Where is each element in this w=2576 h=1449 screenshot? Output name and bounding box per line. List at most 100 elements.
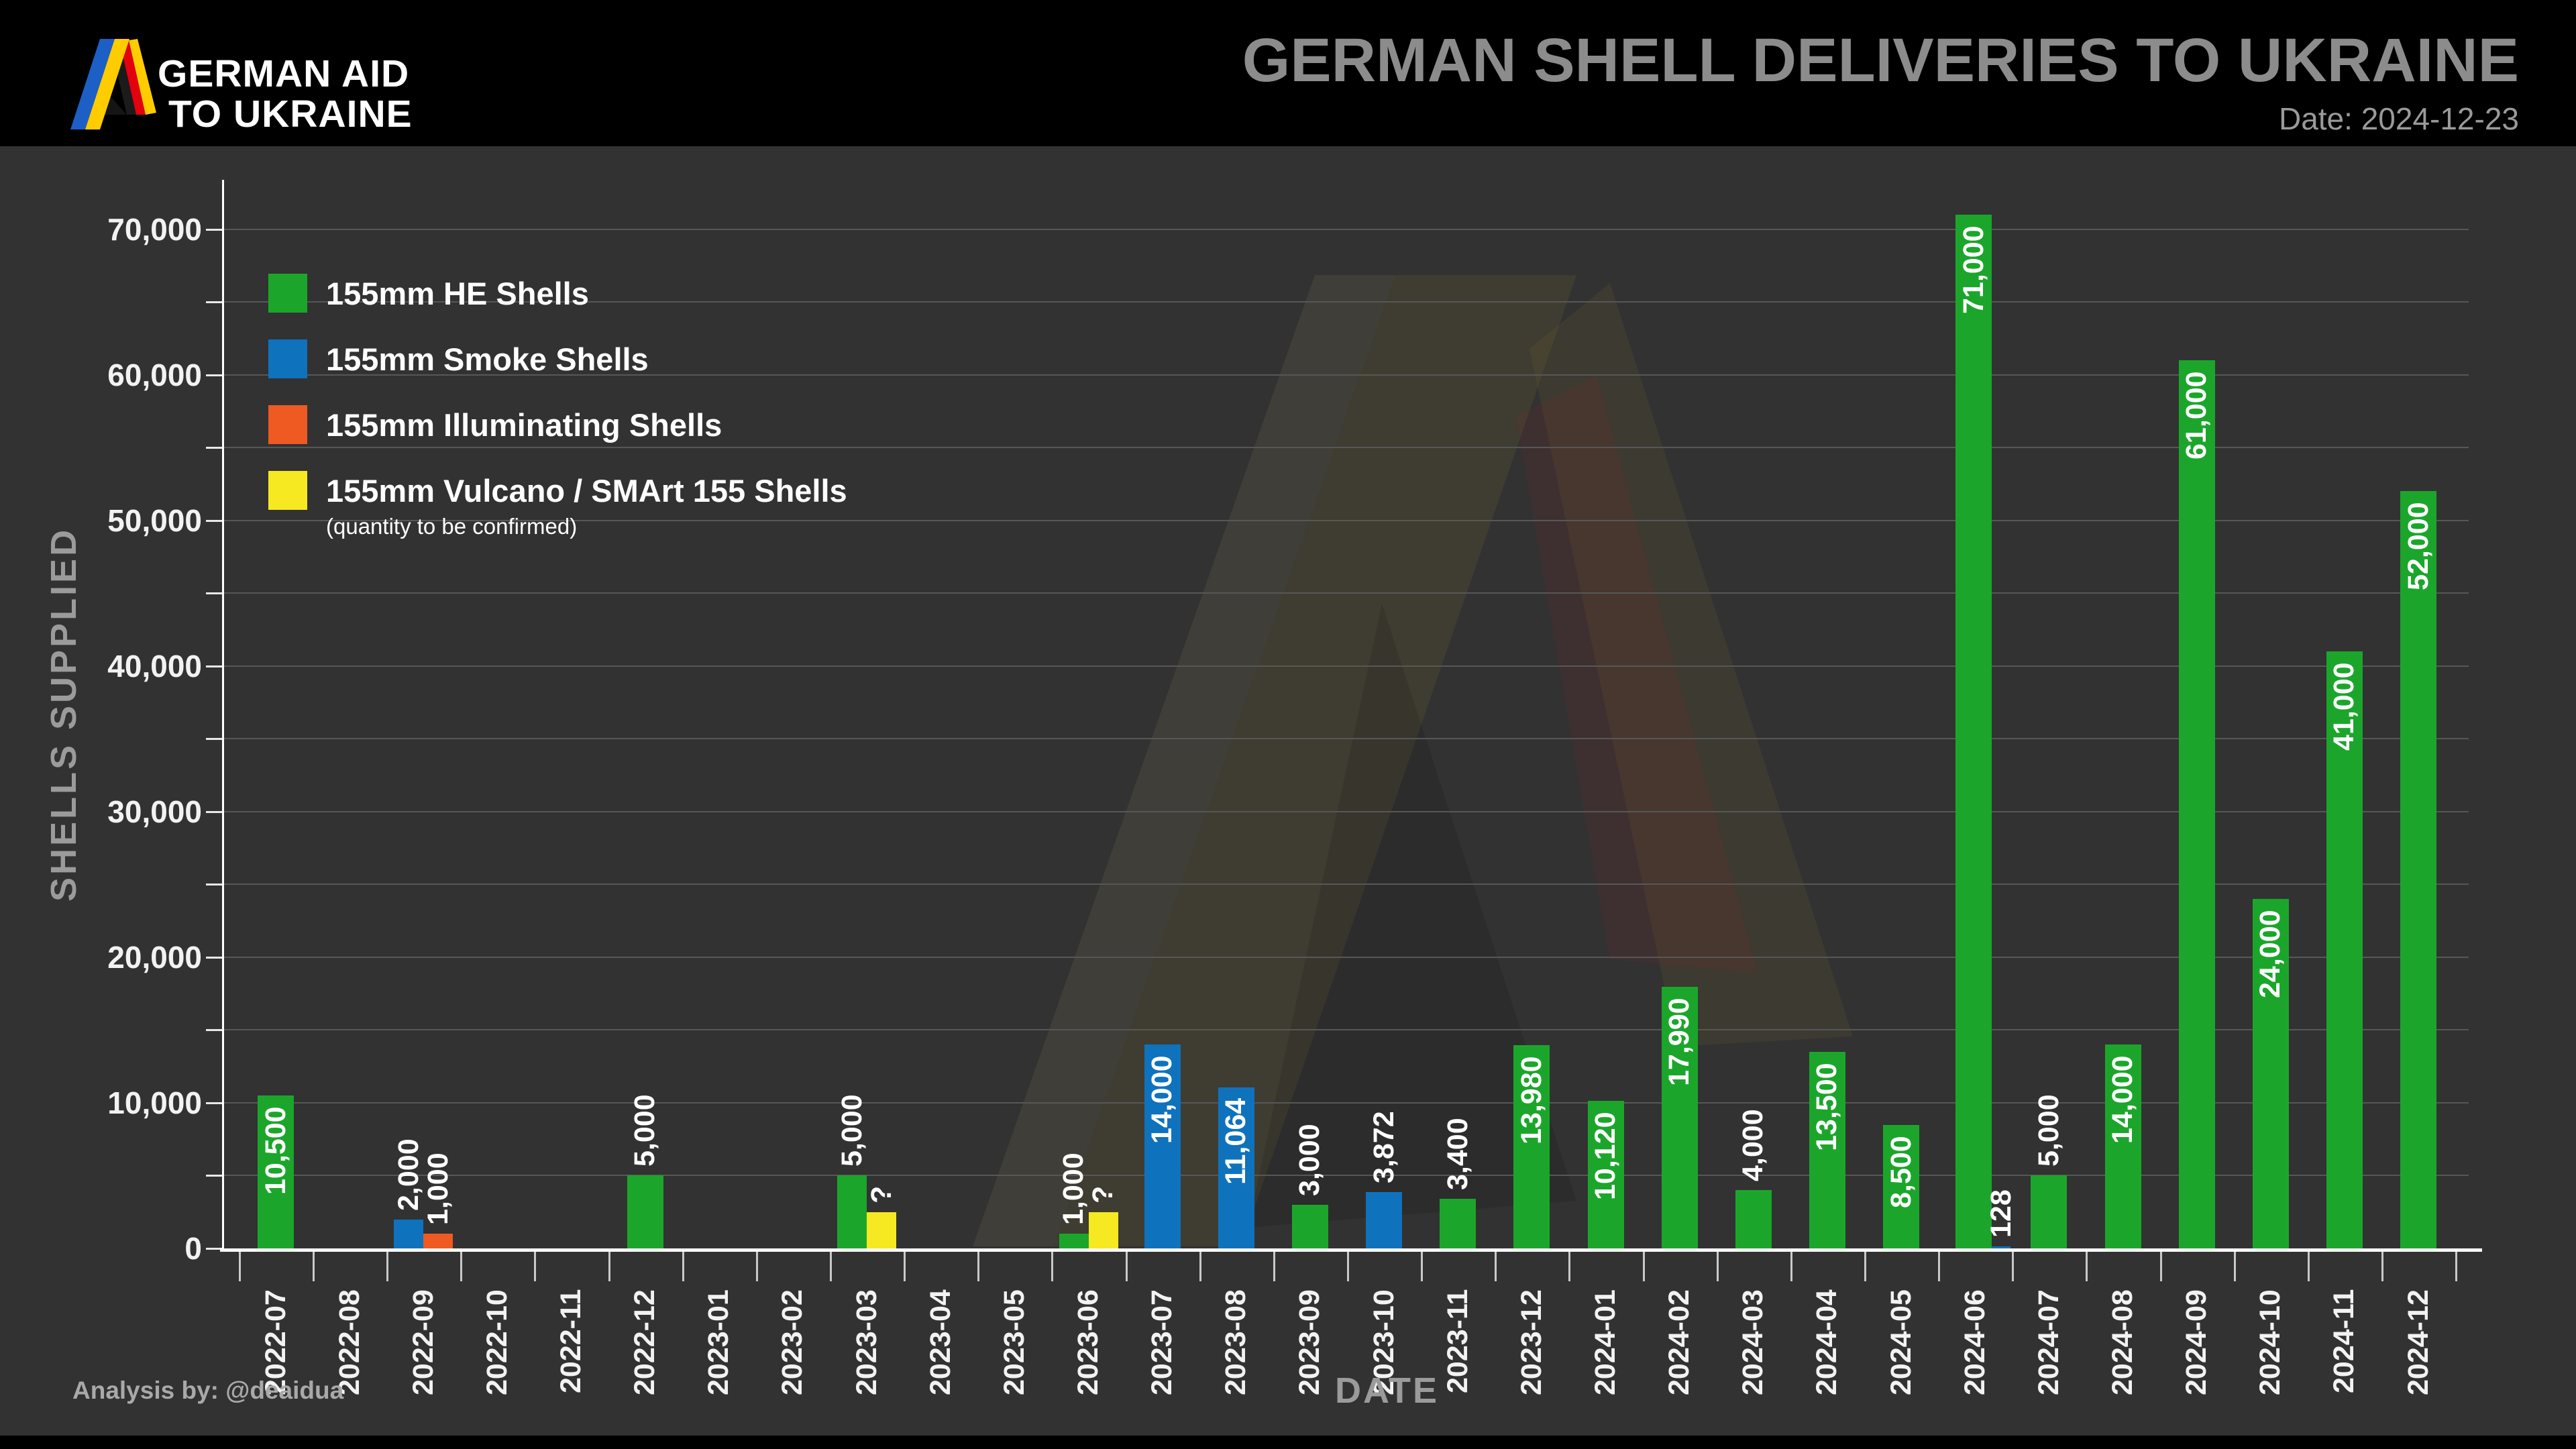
x-tick — [1642, 1252, 1645, 1281]
gridline-10000 — [222, 1102, 2469, 1104]
bar-value-label: 14,000 — [1146, 1055, 1179, 1144]
logo-line-2: TO UKRAINE — [168, 93, 413, 136]
x-tick — [1199, 1252, 1201, 1281]
y-tick-label: 10,000 — [107, 1085, 202, 1120]
x-tick — [2086, 1252, 2088, 1281]
bar-2023-12-he — [1513, 1044, 1550, 1248]
y-axis-spine — [222, 180, 224, 1250]
bar-value-label: 3,400 — [1441, 1118, 1474, 1191]
x-tick — [1347, 1252, 1350, 1281]
bar-2023-09-he — [1291, 1204, 1328, 1248]
x-tick-label-2023-11: 2023-11 — [1441, 1289, 1474, 1393]
x-tick-label-2022-09: 2022-09 — [407, 1289, 439, 1395]
x-tick-label-2024-06: 2024-06 — [1958, 1289, 1991, 1395]
bar-value-label: 10,500 — [259, 1106, 292, 1195]
logo-a-icon — [70, 39, 156, 129]
x-tick-label-2022-12: 2022-12 — [629, 1289, 661, 1395]
x-tick — [1273, 1252, 1275, 1281]
x-tick-label-2024-01: 2024-01 — [1589, 1289, 1622, 1395]
y-axis-title: SHELLS SUPPLIED — [44, 527, 84, 902]
bar-value-label: 14,000 — [2106, 1055, 2139, 1144]
bar-value-label: 3,000 — [1293, 1124, 1326, 1196]
y-tick — [206, 374, 222, 376]
y-tick-label: 30,000 — [107, 794, 202, 829]
gridline-25000 — [222, 883, 2469, 885]
x-tick-label-2022-10: 2022-10 — [480, 1289, 513, 1395]
bar-value-label: 61,000 — [2180, 371, 2213, 460]
y-tick-label: 60,000 — [107, 357, 202, 392]
y-tick-label: 20,000 — [107, 939, 202, 975]
x-tick — [2307, 1252, 2310, 1281]
x-tick-label-2023-09: 2023-09 — [1293, 1289, 1326, 1395]
logo-wordmark: GERMAN AID TO UKRAINE — [158, 54, 413, 134]
gridline-65000 — [222, 301, 2469, 303]
bar-value-label: 2,000 — [392, 1138, 425, 1211]
header-bar: GERMAN AID TO UKRAINE GERMAN SHELL DELIV… — [0, 0, 2576, 146]
y-tick — [206, 883, 222, 886]
x-tick — [2159, 1252, 2162, 1281]
legend-swatch-vulcano — [268, 471, 307, 510]
bar-value-label: 41,000 — [2328, 662, 2361, 751]
x-tick — [2012, 1252, 2015, 1281]
legend-label-smoke: 155mm Smoke Shells — [326, 341, 649, 377]
bar-2024-02-he — [1661, 986, 1698, 1248]
bar-2024-03-he — [1735, 1190, 1772, 1248]
x-axis-title: DATE — [1335, 1371, 1439, 1411]
x-tick-label-2023-07: 2023-07 — [1146, 1289, 1179, 1395]
x-tick-label-2024-10: 2024-10 — [2254, 1289, 2287, 1395]
x-tick-label-2023-08: 2023-08 — [1220, 1289, 1252, 1395]
page-title: GERMAN SHELL DELIVERIES TO UKRAINE — [1242, 26, 2519, 95]
x-tick — [977, 1252, 980, 1281]
y-tick — [206, 592, 222, 595]
gridline-5000 — [222, 1175, 2469, 1177]
x-tick-label-2023-02: 2023-02 — [776, 1289, 809, 1395]
bar-2024-06-smoke — [1992, 1246, 2011, 1248]
y-tick — [206, 810, 222, 813]
x-tick — [2455, 1252, 2458, 1281]
bar-2023-06-vulcano — [1088, 1212, 1118, 1248]
y-tick — [206, 1248, 222, 1250]
bar-2024-06-he — [1955, 215, 1992, 1248]
bar-2022-09-illum — [423, 1234, 453, 1248]
x-tick-label-2024-12: 2024-12 — [2402, 1289, 2434, 1395]
bar-2024-01-he — [1587, 1101, 1624, 1248]
y-tick-label: 40,000 — [107, 648, 202, 684]
x-tick — [1716, 1252, 1719, 1281]
bar-2024-07-he — [2031, 1175, 2068, 1248]
x-tick — [386, 1252, 389, 1281]
bar-value-label: 10,120 — [1589, 1112, 1622, 1201]
x-tick — [1495, 1252, 1497, 1281]
x-tick — [238, 1252, 241, 1281]
bar-value-label: 4,000 — [1737, 1109, 1770, 1182]
x-tick — [1864, 1252, 1866, 1281]
x-tick — [2233, 1252, 2236, 1281]
y-tick — [206, 301, 222, 304]
bar-value-label: 3,872 — [1367, 1111, 1400, 1183]
y-tick — [206, 738, 222, 741]
bar-value-label: 128 — [1984, 1189, 2017, 1238]
gridline-60000 — [222, 374, 2469, 376]
legend-swatch-smoke — [268, 339, 307, 378]
x-tick-label-2024-02: 2024-02 — [1663, 1289, 1696, 1395]
bar-2024-08-he — [2104, 1044, 2141, 1248]
bottom-strip — [0, 1436, 2576, 1449]
x-tick — [1938, 1252, 1941, 1281]
bar-value-label: 5,000 — [2032, 1094, 2065, 1167]
gridline-50000 — [222, 519, 2469, 521]
x-tick — [682, 1252, 684, 1281]
bar-2022-09-smoke — [394, 1219, 424, 1248]
gridline-20000 — [222, 956, 2469, 958]
gridline-35000 — [222, 738, 2469, 740]
x-tick — [904, 1252, 906, 1281]
x-tick-label-2024-09: 2024-09 — [2180, 1289, 2213, 1395]
y-tick-label: 70,000 — [107, 211, 202, 247]
gridline-15000 — [222, 1029, 2469, 1031]
x-tick-label-2023-04: 2023-04 — [924, 1289, 957, 1395]
x-tick — [830, 1252, 833, 1281]
bar-value-label: 71,000 — [1957, 225, 1990, 314]
bar-2024-05-he — [1883, 1124, 1920, 1248]
x-tick — [534, 1252, 537, 1281]
bar-value-label: 13,980 — [1515, 1056, 1548, 1144]
bar-2023-03-vulcano — [867, 1212, 897, 1248]
